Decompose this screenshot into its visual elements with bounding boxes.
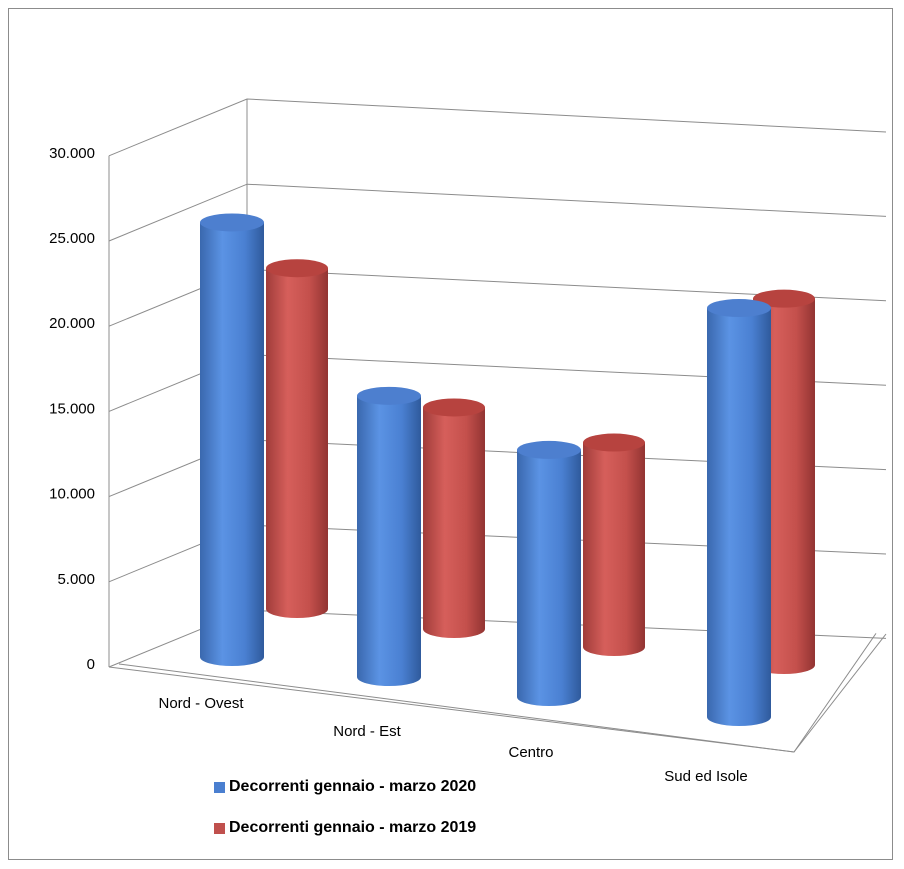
bar-nord-est-2020-body [357,395,421,686]
bars [200,213,815,726]
gridline [108,98,887,157]
bar-sud-ed-isole-2019-top [753,289,815,308]
x-category-label: Centro [508,744,553,761]
bar-chart-3d: 0 5.000 10.000 15.000 20.000 25.000 30.000 Nor… [49,98,887,785]
bar-sud-ed-isole-2020-top [707,299,771,318]
bar-nord-ovest-2019-top [266,259,328,278]
bar-centro-2020 [517,440,581,706]
bar-nord-est-2020 [357,386,421,686]
legend-label-2020: Decorrenti gennaio - marzo 2020 [229,778,477,795]
bar-nord-est-2019-top [423,398,485,417]
bar-centro-2019-top [583,433,645,452]
y-tick-label: 20.000 [49,315,95,332]
y-tick-label: 15.000 [49,400,95,417]
bar-sud-ed-isole-2020-body [707,308,771,726]
bar-sud-ed-isole-2020 [707,299,771,726]
y-tick-label: 10.000 [49,486,95,503]
x-category-label: Nord - Ovest [158,695,244,712]
bar-nord-ovest-2019 [266,259,328,618]
legend-swatch-2020 [214,781,225,793]
bar-nord-est-2020-top [357,386,421,405]
bar-nord-ovest-2020-body [200,222,264,667]
y-tick-label: 30.000 [49,145,95,162]
bar-centro-2019 [583,433,645,656]
legend-item-2019: Decorrenti gennaio - marzo 2019 [214,819,476,837]
chart-frame: 0 5.000 10.000 15.000 20.000 25.000 30.000 Nor… [8,8,893,860]
bar-nord-ovest-2020-top [200,213,264,232]
x-category-label: Nord - Est [333,723,401,740]
x-category-label: Sud ed Isole [664,768,747,785]
legend-swatch-2019 [214,822,225,834]
bar-nord-ovest-2020 [200,213,264,667]
y-tick-label: 25.000 [49,230,95,247]
bar-centro-2020-body [517,449,581,706]
x-axis-categories: Nord - Ovest Nord - Est Centro Sud ed Isole [158,695,747,785]
bar-centro-2019-body [583,442,645,656]
floor-outline [108,633,877,753]
y-axis-ticks: 0 5.000 10.000 15.000 20.000 25.000 30.000 [49,145,95,673]
bar-nord-ovest-2019-body [266,268,328,618]
bar-centro-2020-top [517,440,581,459]
y-tick-label: 0 [87,656,95,673]
legend-item-2020: Decorrenti gennaio - marzo 2020 [214,778,476,796]
y-tick-label: 5.000 [57,571,95,588]
legend-label-2019: Decorrenti gennaio - marzo 2019 [229,819,477,836]
bar-nord-est-2019 [423,398,485,638]
bar-nord-est-2019-body [423,407,485,638]
